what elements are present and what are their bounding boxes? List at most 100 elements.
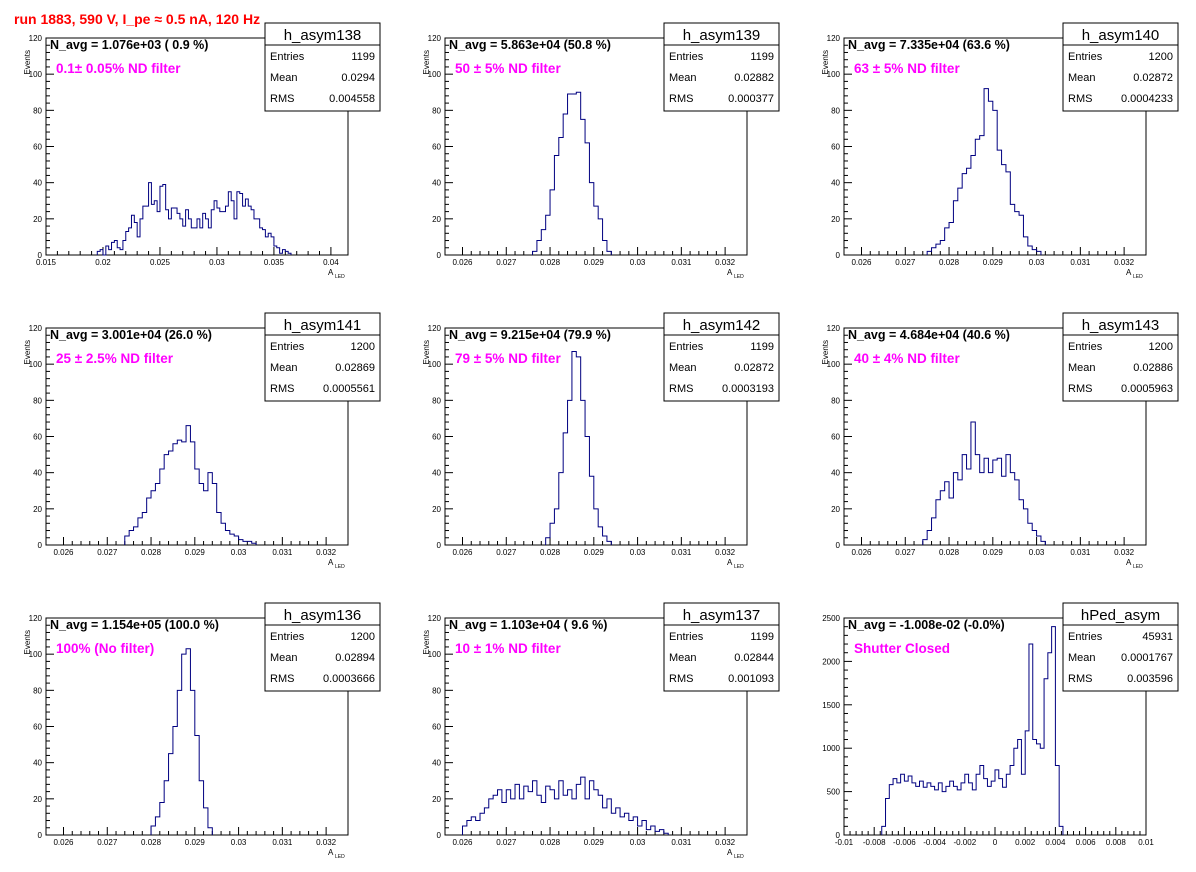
y-tick-label: 80 [33,686,42,695]
x-tick-label: 0.028 [141,838,162,847]
x-tick-label: 0.031 [272,548,293,557]
y-tick-label: 0 [38,541,43,550]
stat-value-mean: 0.02869 [335,362,375,374]
histogram-line [922,421,1046,545]
y-tick-label: 0 [836,541,841,550]
y-tick-label: 120 [29,324,43,333]
x-tick-label: 0.031 [671,258,692,267]
x-tick-label: 0.026 [53,548,74,557]
stat-label-mean: Mean [270,72,298,84]
y-tick-label: 20 [432,215,441,224]
x-axis-label: A [328,558,334,567]
x-tick-label: 0.002 [1015,838,1036,847]
x-tick-label: 0.029 [584,838,605,847]
y-tick-label: 100 [827,70,841,79]
y-tick-label: 80 [432,396,441,405]
x-tick-label: 0.029 [983,548,1004,557]
stat-label-mean: Mean [669,362,697,374]
y-tick-label: 1500 [822,701,840,710]
y-tick-label: 120 [428,324,442,333]
filter-annotation: 100% (No filter) [56,641,154,656]
x-tick-label: 0.027 [496,548,517,557]
x-tick-label: 0 [993,838,998,847]
histogram-panel: 0 20 40 60 80 100 120 0.026 0.027 0.028 0.029 0.03 0… [23,602,381,860]
y-tick-label: 80 [33,106,42,115]
x-tick-label: 0.032 [1114,258,1135,267]
filter-annotation: 0.1± 0.05% ND filter [56,61,181,76]
x-tick-label: 0.031 [671,548,692,557]
histogram-panel: 0 20 40 60 80 100 120 0.026 0.027 0.028 0.029 0.03 0… [821,22,1179,280]
x-tick-label: 0.029 [584,258,605,267]
x-tick-label: -0.01 [835,838,854,847]
run-title: run 1883, 590 V, I_pe ≈ 0.5 nA, 120 Hz [14,11,260,27]
filter-annotation: 25 ± 2.5% ND filter [56,351,174,366]
x-tick-label: 0.032 [715,838,736,847]
stat-value-mean: 0.02844 [734,652,774,664]
stat-value-rms: 0.000377 [728,93,774,105]
x-tick-label: 0.01 [1138,838,1154,847]
stat-value-entries: 1200 [351,341,375,353]
y-tick-label: 2500 [822,614,840,623]
y-tick-label: 100 [428,70,442,79]
stat-label-entries: Entries [1068,631,1103,643]
stat-label-entries: Entries [1068,341,1103,353]
stat-label-rms: RMS [669,93,693,105]
stat-value-mean: 0.02882 [734,72,774,84]
stat-value-rms: 0.004558 [329,93,375,105]
n-avg-label: N_avg = 1.103e+04 ( 9.6 %) [449,618,607,632]
y-tick-label: 120 [827,34,841,43]
y-tick-label: 20 [33,215,42,224]
stat-label-rms: RMS [669,673,693,685]
histogram-line [926,88,1042,255]
filter-annotation: 63 ± 5% ND filter [854,61,960,76]
stats-box [663,22,780,112]
x-tick-label: 0.031 [272,838,293,847]
y-axis-label: Events [821,340,830,364]
x-tick-label: -0.006 [893,838,916,847]
y-tick-label: 60 [33,143,42,152]
x-axis-label-subscript: LED [1133,274,1143,280]
x-tick-label: 0.028 [540,258,561,267]
stats-box [264,312,381,402]
stat-value-entries: 1200 [1149,51,1173,63]
filter-annotation: 79 ± 5% ND filter [455,351,561,366]
x-tick-label: 0.027 [496,838,517,847]
histogram-name: hPed_asym [1081,607,1160,624]
stats-box [1062,312,1179,402]
histogram-panel: 0 20 40 60 80 100 120 0.026 0.027 0.028 0.029 0.03 0… [422,22,780,280]
y-tick-label: 40 [831,469,840,478]
x-tick-label: 0.031 [1070,258,1091,267]
stat-value-rms: 0.0005963 [1121,383,1173,395]
y-tick-label: 40 [432,469,441,478]
stat-label-rms: RMS [669,383,693,395]
y-tick-label: 120 [29,34,43,43]
stat-value-rms: 0.0003666 [323,673,375,685]
y-axis-label: Events [422,340,431,364]
x-tick-label: 0.032 [316,548,337,557]
y-tick-label: 40 [33,179,42,188]
y-tick-label: 100 [428,650,442,659]
x-tick-label: 0.026 [452,548,473,557]
y-tick-label: 20 [831,505,840,514]
histogram-name: h_asym143 [1082,317,1160,334]
n-avg-label: N_avg = 5.863e+04 (50.8 %) [449,38,611,52]
x-tick-label: 0.031 [671,838,692,847]
x-axis-label: A [328,848,334,857]
x-tick-label: 0.027 [97,838,118,847]
y-axis-label: Events [821,50,830,74]
x-tick-label: 0.026 [851,548,872,557]
stats-box [1062,602,1179,692]
histogram-name: h_asym141 [284,317,362,334]
x-tick-label: 0.028 [540,548,561,557]
n-avg-label: N_avg = 4.684e+04 (40.6 %) [848,328,1010,342]
x-axis-label-subscript: LED [734,274,744,280]
y-tick-label: 20 [33,795,42,804]
histogram-line [96,182,292,256]
stat-label-entries: Entries [270,51,305,63]
x-tick-label: 0.03 [1029,548,1045,557]
x-tick-label: 0.03 [630,548,646,557]
y-tick-label: 100 [29,650,43,659]
y-tick-label: 60 [432,143,441,152]
x-axis-label-subscript: LED [335,274,345,280]
y-tick-label: 120 [29,614,43,623]
